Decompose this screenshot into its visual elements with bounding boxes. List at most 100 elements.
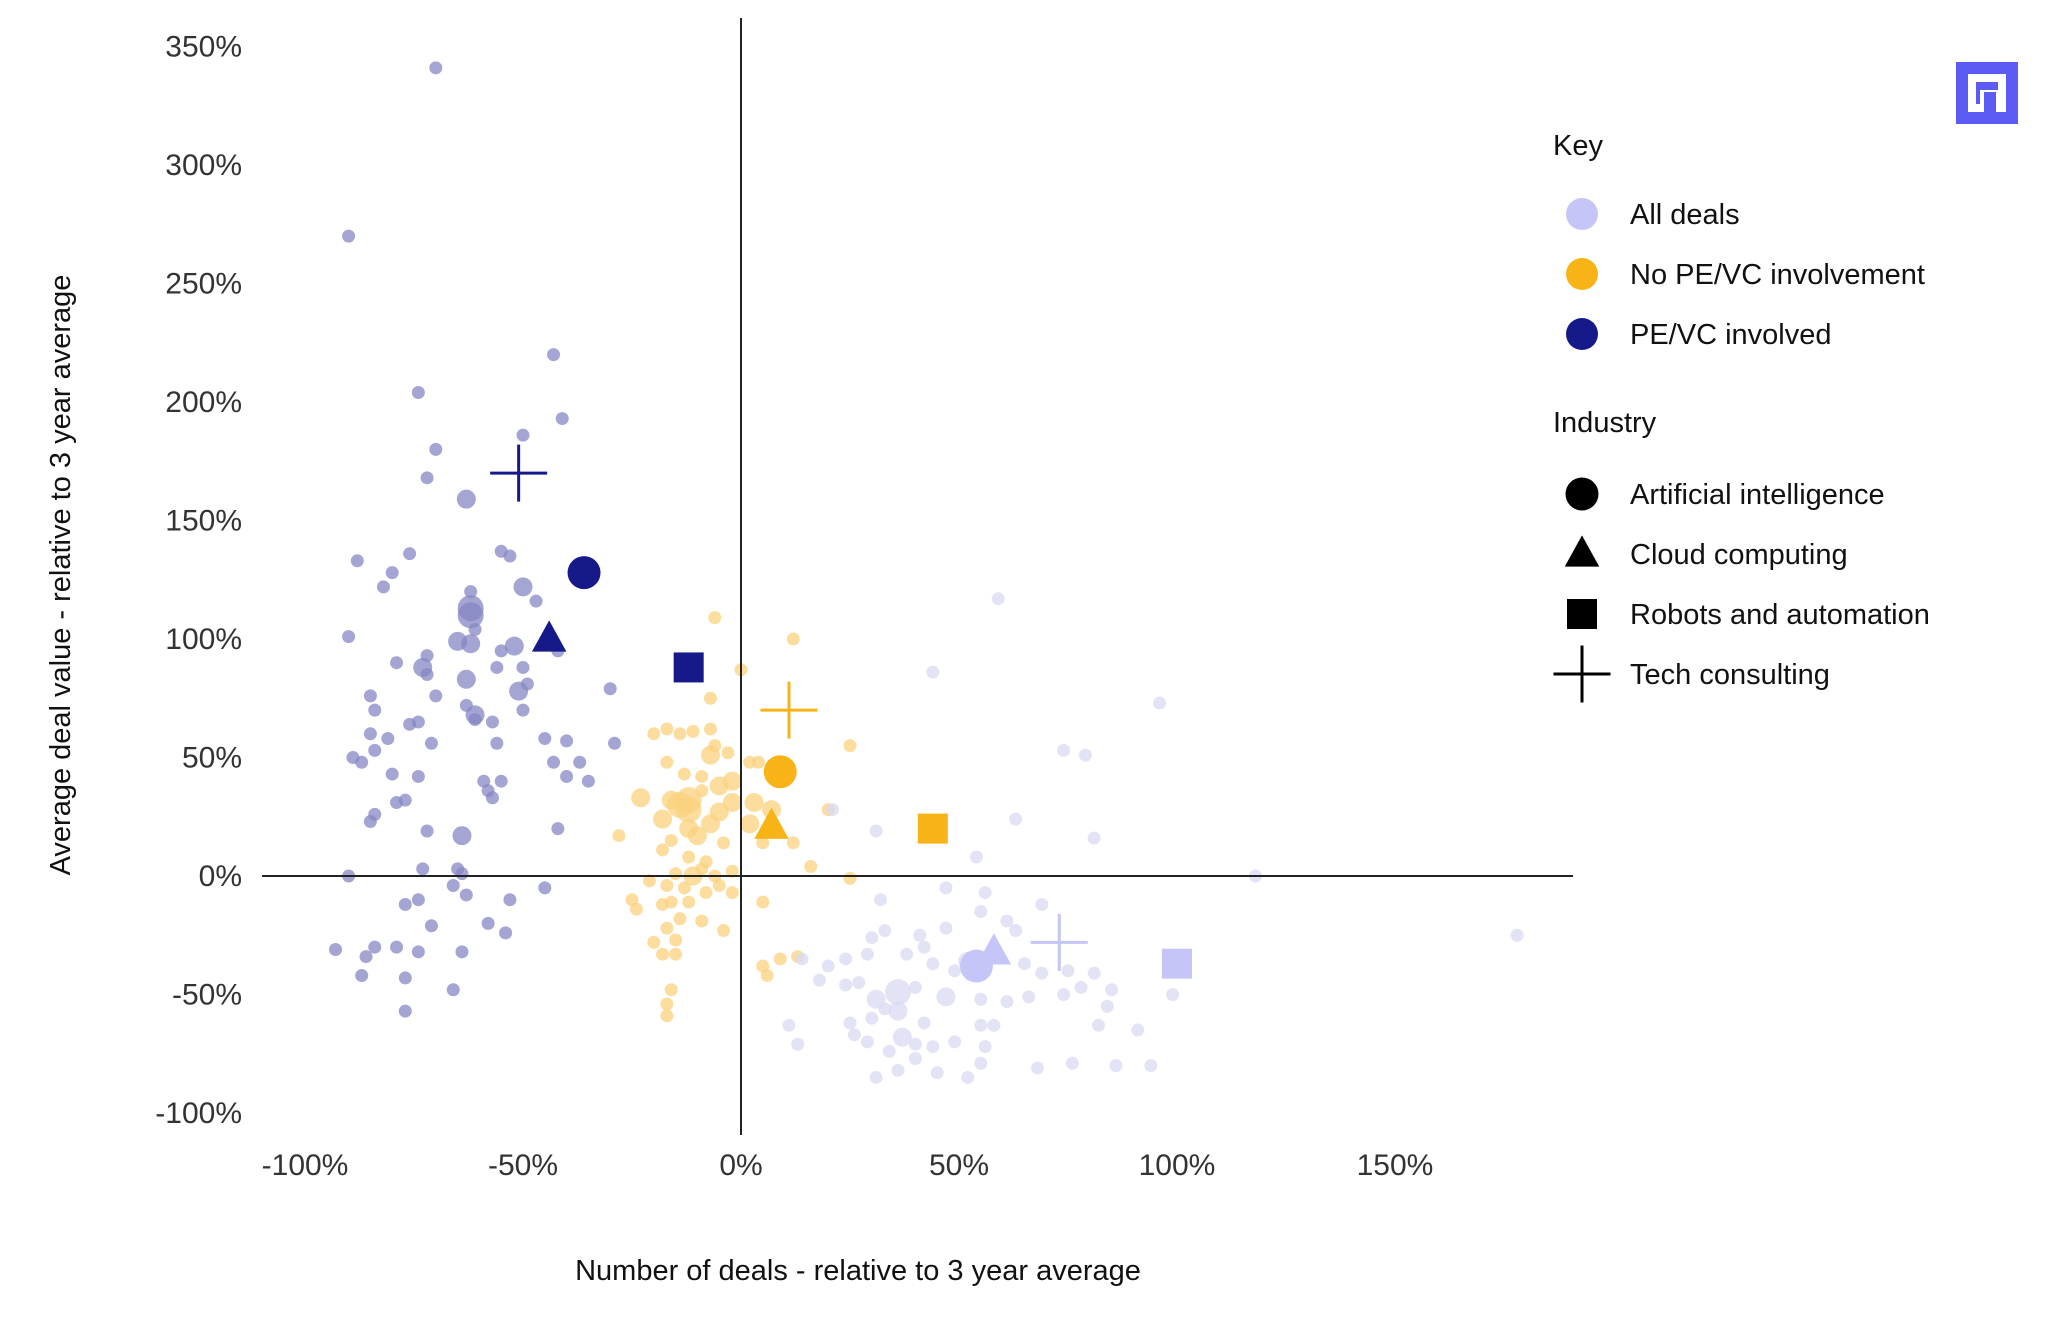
pe-vc-point bbox=[538, 732, 552, 746]
pe-vc-point bbox=[390, 940, 404, 954]
no-pe-vc-point bbox=[612, 829, 626, 843]
no-pe-vc-point bbox=[656, 897, 670, 911]
y-tick-label: 250% bbox=[165, 268, 242, 301]
pe-vc-point bbox=[504, 636, 524, 656]
pe-vc-point bbox=[468, 713, 482, 727]
pe-vc-point bbox=[420, 471, 434, 485]
x-tick-label: 100% bbox=[1139, 1149, 1216, 1182]
all-deals-point bbox=[865, 931, 879, 945]
y-tick-label: 350% bbox=[165, 31, 242, 64]
all-deals-point bbox=[1092, 1018, 1106, 1032]
all-deals-point bbox=[1035, 897, 1049, 911]
all-deals-point bbox=[961, 1070, 975, 1084]
all-deals-point bbox=[930, 1066, 944, 1080]
y-tick-label: -100% bbox=[155, 1097, 242, 1130]
all-deals-point bbox=[878, 924, 892, 938]
all-deals-point bbox=[936, 987, 956, 1007]
x-tick-label: 50% bbox=[929, 1149, 989, 1182]
all-deals-point bbox=[987, 1018, 1001, 1032]
all-deals-point bbox=[1017, 957, 1031, 971]
pe-vc-point bbox=[457, 602, 484, 629]
all-deals-point bbox=[974, 1056, 988, 1070]
no-pe-vc-point bbox=[709, 776, 729, 796]
no-pe-vc-point bbox=[756, 836, 770, 850]
pe-vc-point bbox=[342, 630, 356, 644]
legend-swatch bbox=[1566, 258, 1598, 290]
all-deals-point bbox=[1009, 924, 1023, 938]
pe-vc-point bbox=[456, 669, 476, 689]
y-tick-label: 300% bbox=[165, 149, 242, 182]
y-tick-label: 150% bbox=[165, 505, 242, 538]
pe-vc-point bbox=[411, 386, 425, 400]
y-tick-label: 100% bbox=[165, 623, 242, 656]
all-deals-point bbox=[865, 1011, 879, 1025]
pe-vc-point bbox=[411, 893, 425, 907]
all-deals-point bbox=[847, 1028, 861, 1042]
pe-vc-point bbox=[538, 881, 552, 895]
pe-vc-point bbox=[416, 862, 430, 876]
all-deals-point bbox=[1022, 990, 1036, 1004]
all-deals-point bbox=[821, 959, 835, 973]
no-pe-vc-point bbox=[664, 983, 678, 997]
all-deals-point bbox=[969, 850, 983, 864]
all-deals-point bbox=[908, 980, 922, 994]
pe-vc-point bbox=[494, 644, 508, 658]
all-deals-point bbox=[852, 976, 866, 990]
no-pe-vc-point bbox=[751, 755, 765, 769]
y-tick-label: 50% bbox=[182, 742, 242, 775]
all-deals-point bbox=[839, 952, 853, 966]
legend-industry-label: Artificial intelligence bbox=[1630, 479, 1885, 511]
all-deals-point bbox=[917, 940, 931, 954]
pe-vc-point bbox=[516, 703, 530, 717]
legend-circle-icon bbox=[1565, 477, 1599, 511]
all-deals-point bbox=[1078, 748, 1092, 762]
legend-plus-icon bbox=[1553, 645, 1611, 703]
all-deals-point bbox=[1087, 966, 1101, 980]
all-deals-point bbox=[1000, 995, 1014, 1009]
no-pe-vc-plus-marker bbox=[760, 681, 818, 739]
all-deals-point bbox=[839, 978, 853, 992]
all-deals-point bbox=[978, 886, 992, 900]
pe-vc-point bbox=[455, 945, 469, 959]
pe-vc-point bbox=[503, 893, 517, 907]
x-tick-label: -50% bbox=[488, 1149, 558, 1182]
legend-industry-label: Cloud computing bbox=[1630, 539, 1848, 571]
highlight-markers bbox=[490, 444, 1192, 983]
no-pe-vc-point bbox=[629, 902, 643, 916]
legend-industry-label: Robots and automation bbox=[1630, 599, 1930, 631]
pe-vc-point bbox=[429, 689, 443, 703]
all-deals-point bbox=[782, 1018, 796, 1032]
all-deals-point bbox=[939, 881, 953, 895]
logo-background bbox=[1956, 62, 2018, 124]
no-pe-vc-point bbox=[721, 746, 735, 760]
pe-vc-point bbox=[560, 734, 574, 748]
pe-vc-point bbox=[490, 660, 504, 674]
all-deals-triangle-marker bbox=[976, 933, 1012, 965]
pe-vc-plus-marker bbox=[490, 444, 548, 502]
pe-vc-point bbox=[403, 547, 417, 561]
no-pe-vc-point bbox=[756, 895, 770, 909]
pe-vc-point bbox=[424, 919, 438, 933]
legend-key-heading: Key bbox=[1553, 130, 1603, 162]
pe-vc-point bbox=[355, 969, 369, 983]
all-deals-point bbox=[900, 947, 914, 961]
legend-swatch bbox=[1566, 198, 1598, 230]
no-pe-vc-point bbox=[660, 1009, 674, 1023]
pe-vc-point bbox=[494, 774, 508, 788]
no-pe-vc-point bbox=[675, 796, 702, 823]
legend-key-label: All deals bbox=[1630, 199, 1740, 231]
all-deals-point bbox=[908, 1037, 922, 1051]
no-pe-vc-point bbox=[647, 727, 661, 741]
all-deals-point bbox=[917, 1016, 931, 1030]
pe-vc-point bbox=[398, 971, 412, 985]
no-pe-vc-square-marker bbox=[917, 813, 948, 844]
pe-vc-point bbox=[490, 736, 504, 750]
pe-vc-point bbox=[329, 942, 343, 956]
legend-triangle-icon bbox=[1564, 535, 1600, 567]
pe-vc-point bbox=[398, 897, 412, 911]
all-deals-point bbox=[1061, 964, 1075, 978]
pe-vc-point bbox=[485, 715, 499, 729]
all-deals-point bbox=[926, 665, 940, 679]
x-tick-label: 150% bbox=[1357, 1149, 1434, 1182]
